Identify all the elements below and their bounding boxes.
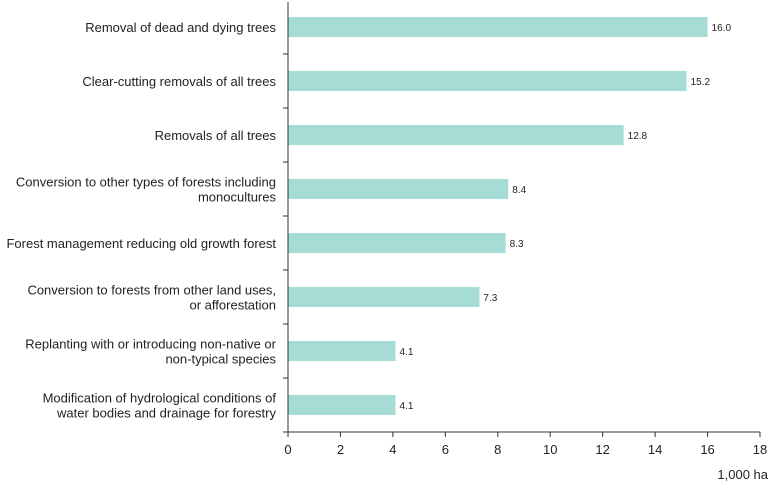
x-tick-label: 16 xyxy=(700,442,714,457)
category-label: Conversion to other types of forests inc… xyxy=(16,175,277,205)
category-label-line: Conversion to forests from other land us… xyxy=(27,283,276,298)
category-label: Modification of hydrological conditions … xyxy=(43,391,277,421)
category-label: Conversion to forests from other land us… xyxy=(27,283,276,313)
category-label-line: monocultures xyxy=(198,190,277,205)
bar xyxy=(288,179,509,199)
x-tick-label: 10 xyxy=(543,442,557,457)
x-tick-label: 4 xyxy=(389,442,396,457)
category-label: Removals of all trees xyxy=(155,128,277,143)
bar xyxy=(288,341,396,361)
bar-value-label: 15.2 xyxy=(691,77,711,88)
category-label: Replanting with or introducing non-nativ… xyxy=(25,337,276,367)
category-labels: Removal of dead and dying trees Clear-cut… xyxy=(6,20,276,421)
bar-value-label: 7.3 xyxy=(483,293,497,304)
category-label-line: Conversion to other types of forests inc… xyxy=(16,175,276,190)
category-label-line: Replanting with or introducing non-nativ… xyxy=(25,337,276,352)
bar xyxy=(288,71,687,91)
category-label-line: Removals of all trees xyxy=(155,128,277,143)
category-label-line: Forest management reducing old growth fo… xyxy=(6,236,276,251)
bar xyxy=(288,125,624,145)
category-label-line: water bodies and drainage for forestry xyxy=(56,406,276,421)
category-label: Clear-cutting removals of all trees xyxy=(82,74,276,89)
bar-value-label: 4.1 xyxy=(400,401,414,412)
x-axis-unit-label: 1,000 ha xyxy=(717,467,768,481)
bar xyxy=(288,287,480,307)
x-tick-label: 18 xyxy=(753,442,767,457)
x-tick-label: 12 xyxy=(595,442,609,457)
x-tick-label: 14 xyxy=(648,442,662,457)
bar-value-label: 16.0 xyxy=(712,23,732,34)
bar xyxy=(288,233,506,253)
y-axis xyxy=(283,2,289,433)
category-label-line: non-typical species xyxy=(165,352,276,367)
bar-value-label: 12.8 xyxy=(628,131,648,142)
bar xyxy=(288,17,708,37)
category-label-line: Clear-cutting removals of all trees xyxy=(82,74,276,89)
x-axis: 0 2 4 6 8 10 12 14 16 18 xyxy=(284,431,767,457)
x-tick-label: 8 xyxy=(494,442,501,457)
x-tick-label: 2 xyxy=(337,442,344,457)
bar-value-label: 8.4 xyxy=(512,185,526,196)
category-label-line: Removal of dead and dying trees xyxy=(85,20,276,35)
bar-value-label: 8.3 xyxy=(510,239,524,250)
bars: 16.0 15.2 12.8 8.4 8.3 7.3 4.1 4.1 xyxy=(288,17,732,415)
x-tick-label: 6 xyxy=(442,442,449,457)
category-label: Forest management reducing old growth fo… xyxy=(6,236,276,251)
bar xyxy=(288,395,396,415)
category-label-line: Modification of hydrological conditions … xyxy=(43,391,277,406)
bar-value-label: 4.1 xyxy=(400,347,414,358)
category-label: Removal of dead and dying trees xyxy=(85,20,276,35)
category-label-line: or afforestation xyxy=(190,298,276,313)
x-tick-label: 0 xyxy=(284,442,291,457)
